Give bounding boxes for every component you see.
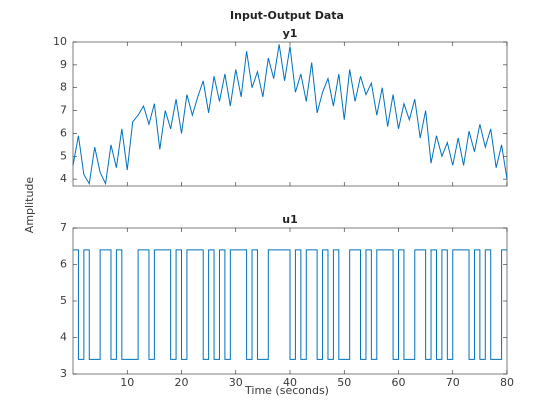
x-tick-label: 60 <box>392 376 406 389</box>
y-tick-label: 10 <box>53 35 67 48</box>
axes-title: u1 <box>282 213 298 226</box>
x-tick-label: 20 <box>175 376 189 389</box>
y-tick-label: 7 <box>60 221 67 234</box>
x-axis-label: Time (seconds) <box>244 384 329 397</box>
x-tick-label: 10 <box>120 376 134 389</box>
x-tick-label: 30 <box>229 376 243 389</box>
figure-title: Input-Output Data <box>230 9 344 22</box>
y-tick-label: 5 <box>60 294 67 307</box>
y-tick-label: 4 <box>60 172 67 185</box>
x-tick-label: 50 <box>337 376 351 389</box>
y-tick-label: 3 <box>60 367 67 380</box>
y-tick-label: 5 <box>60 149 67 162</box>
y-tick-label: 8 <box>60 81 67 94</box>
x-tick-label: 70 <box>446 376 460 389</box>
x-tick-label: 40 <box>283 376 297 389</box>
axes-box <box>72 41 508 187</box>
data-line <box>73 249 507 360</box>
y-tick-label: 7 <box>60 104 67 117</box>
data-line <box>72 44 508 186</box>
axes-title: y1 <box>283 27 298 40</box>
x-tick-label: 80 <box>500 376 514 389</box>
y-tick-label: 4 <box>60 331 67 344</box>
y-tick-label: 9 <box>60 58 67 71</box>
y-tick-label: 6 <box>60 126 67 139</box>
y-axis-label: Amplitude <box>23 177 36 234</box>
y-tick-label: 6 <box>60 258 67 271</box>
